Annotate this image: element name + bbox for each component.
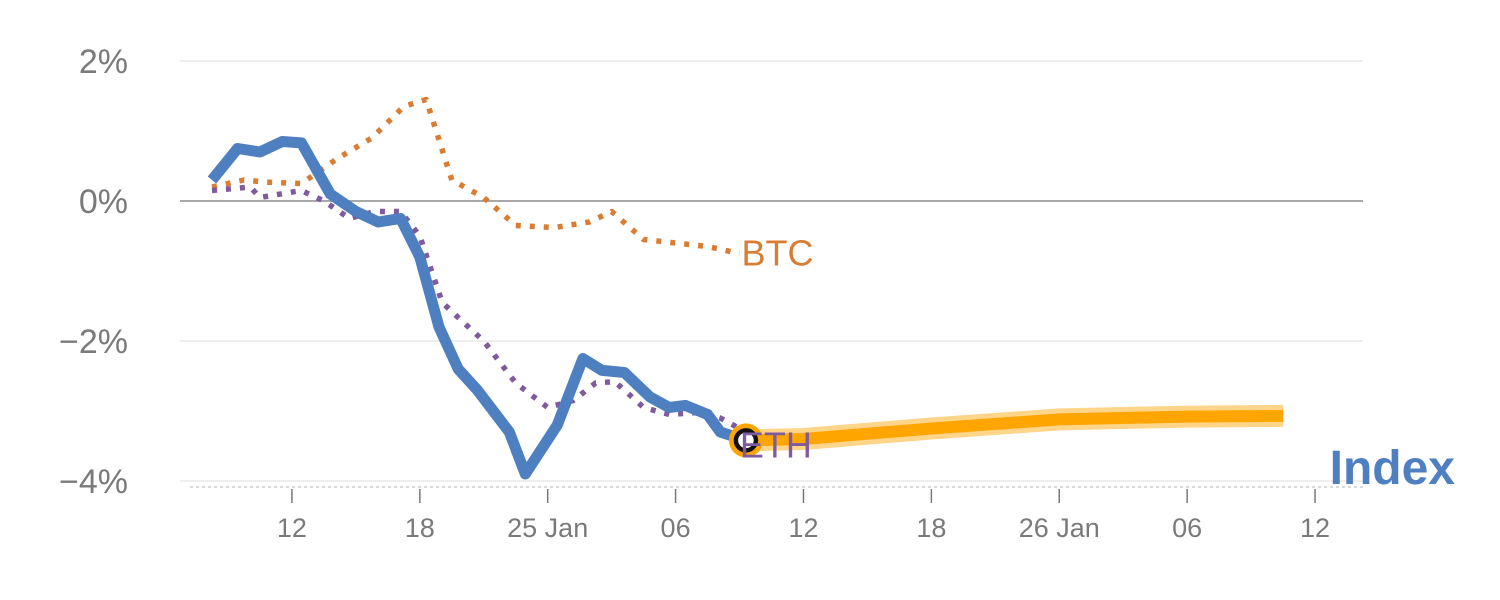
x-tick-label: 26 Jan (1019, 513, 1100, 543)
x-tick-label: 12 (277, 513, 307, 543)
y-tick-label: −4% (59, 463, 128, 501)
btc-line (211, 96, 741, 257)
x-tick-label: 06 (1172, 513, 1202, 543)
current-point-marker (733, 428, 759, 453)
index-series (207, 136, 748, 480)
y-tick-label: 0% (79, 183, 128, 221)
eth-series-label: ETH (740, 424, 812, 465)
x-tick-label: 25 Jan (507, 513, 588, 543)
x-tick-label: 12 (1300, 513, 1330, 543)
x-tick-label: 12 (788, 513, 818, 543)
index-line (207, 136, 748, 480)
btc-series (211, 96, 741, 257)
index-forecast-series (745, 404, 1284, 452)
y-tick-label: 2% (79, 43, 128, 81)
markers (728, 423, 763, 458)
series-lines (207, 96, 1284, 480)
x-tick-label: 06 (661, 513, 691, 543)
x-tick-label: 18 (405, 513, 435, 543)
y-axis: 2% 0% −2% −4% (59, 43, 128, 501)
y-tick-label: −2% (59, 323, 128, 361)
index-forecast-line (745, 409, 1284, 447)
index-series-label: Index (1330, 442, 1456, 495)
x-tick-label: 18 (916, 513, 946, 543)
x-axis: 12 18 25 Jan 06 12 18 26 Jan 06 12 (190, 486, 1365, 543)
btc-series-label: BTC (742, 233, 814, 274)
grid-lines (180, 60, 1363, 482)
